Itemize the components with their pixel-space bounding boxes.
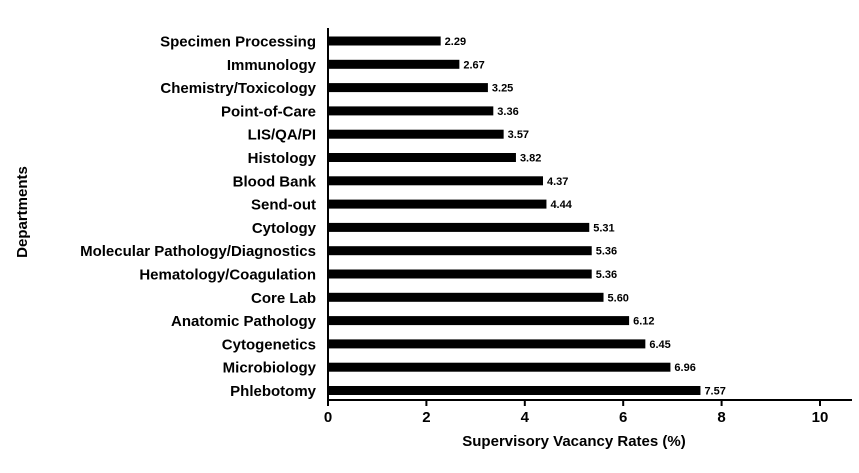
value-labels-layer: 2.29 2.67 3.25 3.36 3.57 3.82 4.37 4.44 5.31 5.36… bbox=[445, 36, 726, 398]
category-label: Chemistry/Toxicology bbox=[160, 80, 316, 97]
value-label: 6.45 bbox=[649, 339, 670, 351]
value-label: 5.36 bbox=[596, 269, 617, 281]
bar bbox=[328, 292, 604, 302]
x-tick-label: 2 bbox=[422, 409, 430, 426]
category-label: Phlebotomy bbox=[230, 383, 316, 400]
category-labels-layer: Specimen Processing Immunology Chemistry/T… bbox=[80, 34, 317, 401]
category-label: Molecular Pathology/Diagnostics bbox=[80, 243, 316, 260]
bar bbox=[328, 176, 544, 186]
value-label: 6.96 bbox=[674, 362, 695, 374]
bar bbox=[328, 316, 630, 326]
x-tick-label: 0 bbox=[324, 409, 332, 426]
value-label: 5.31 bbox=[593, 222, 614, 234]
x-tick-label: 10 bbox=[812, 409, 829, 426]
bar bbox=[328, 106, 494, 116]
x-axis bbox=[327, 28, 852, 401]
value-label: 2.29 bbox=[445, 36, 466, 48]
category-label: Core Lab bbox=[251, 290, 316, 307]
bar bbox=[328, 83, 488, 93]
x-ticks-layer: 0 2 4 6 8 10 bbox=[324, 400, 829, 426]
bar bbox=[328, 246, 592, 256]
bars-layer bbox=[328, 36, 701, 395]
category-label: Hematology/Coagulation bbox=[139, 267, 316, 284]
bar bbox=[328, 339, 646, 349]
value-label: 3.57 bbox=[508, 129, 529, 141]
bar bbox=[328, 269, 592, 279]
category-label: LIS/QA/PI bbox=[248, 127, 316, 144]
value-label: 3.82 bbox=[520, 153, 541, 165]
bar bbox=[328, 386, 701, 395]
category-label: Microbiology bbox=[223, 360, 317, 377]
category-label: Blood Bank bbox=[233, 173, 317, 190]
x-tick-label: 4 bbox=[521, 409, 530, 426]
bar bbox=[328, 36, 441, 46]
bar bbox=[328, 199, 547, 209]
category-label: Immunology bbox=[227, 57, 317, 74]
value-label: 5.36 bbox=[596, 246, 617, 258]
category-label: Histology bbox=[248, 150, 317, 167]
bar bbox=[328, 59, 460, 69]
category-label: Point-of-Care bbox=[221, 103, 316, 120]
bar bbox=[328, 153, 516, 162]
value-label: 2.67 bbox=[463, 59, 484, 71]
value-label: 7.57 bbox=[704, 386, 725, 398]
value-label: 6.12 bbox=[633, 316, 654, 328]
category-label: Anatomic Pathology bbox=[171, 313, 317, 330]
value-label: 4.44 bbox=[550, 199, 572, 211]
value-label: 4.37 bbox=[547, 176, 568, 188]
category-label: Specimen Processing bbox=[160, 34, 316, 51]
value-label: 5.60 bbox=[608, 292, 629, 304]
value-label: 3.25 bbox=[492, 83, 513, 95]
x-axis-title: Supervisory Vacancy Rates (%) bbox=[462, 433, 685, 450]
y-axis-title: Departments bbox=[14, 166, 31, 258]
category-label: Send-out bbox=[251, 197, 316, 214]
value-label: 3.36 bbox=[497, 106, 518, 118]
x-tick-label: 6 bbox=[619, 409, 627, 426]
bar bbox=[328, 362, 671, 372]
bar bbox=[328, 222, 590, 232]
category-label: Cytogenetics bbox=[222, 336, 316, 353]
category-label: Cytology bbox=[252, 220, 317, 237]
bar bbox=[328, 129, 504, 139]
x-tick-label: 8 bbox=[717, 409, 725, 426]
